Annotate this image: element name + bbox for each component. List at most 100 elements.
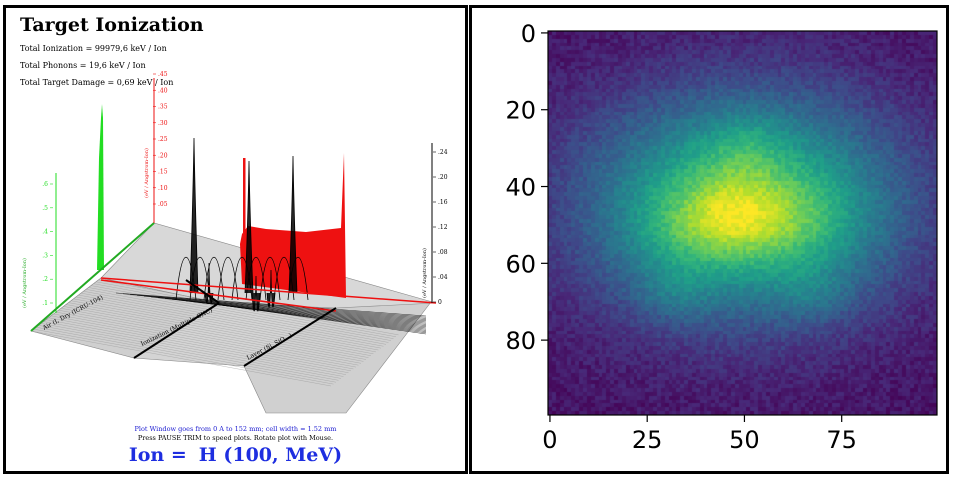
hatch-line	[58, 310, 359, 366]
ion-label: Ion = H (100, MeV)	[6, 444, 465, 466]
trajectory-line	[115, 292, 427, 317]
black-tick: .20	[438, 174, 448, 181]
y-tick-label: 40	[505, 174, 536, 202]
black-tick: 0	[438, 299, 442, 306]
hatch-line	[50, 315, 352, 372]
red-tick: .15	[158, 169, 168, 176]
ionization-3d-plot[interactable]: .6 .5 .4 .3 .2 .1 .45 .40 .35 .30 .25 .20 .15 .10 .05.…	[6, 8, 465, 418]
peak-curve	[203, 256, 225, 301]
black-tick: .16	[438, 199, 448, 206]
hatch-line	[40, 323, 342, 379]
red-tick: .10	[158, 185, 168, 192]
heatmap-panel: 0 25 50 75 0 20 40 60 80	[469, 5, 949, 474]
black-tick: .04	[438, 274, 448, 281]
hatch-line	[53, 313, 354, 370]
peak-curve	[273, 256, 295, 301]
hatch-line	[65, 304, 367, 360]
peak	[189, 137, 199, 294]
black-axis-title: (eV / Angstrom-Ion)	[421, 248, 428, 298]
hatch-line	[83, 291, 384, 347]
black-tick: .24	[438, 149, 448, 156]
ion-value: H (100, MeV)	[198, 444, 343, 466]
hatch-line	[60, 308, 362, 364]
x-tick-label: 25	[632, 426, 663, 454]
green-tick: .2	[42, 276, 48, 283]
y-axis: 0 20 40 60 80	[505, 20, 548, 355]
green-base-line	[30, 222, 155, 332]
red-tick: .40	[158, 87, 168, 94]
peak-curve	[287, 256, 309, 301]
hatch-line	[48, 317, 349, 373]
trajectory-line	[157, 297, 427, 324]
y-tick-label: 60	[505, 250, 536, 278]
hatch-line	[55, 311, 357, 368]
y-tick-label: 20	[505, 97, 536, 125]
green-tick: .6	[42, 181, 48, 188]
heatmap-chart: 0 25 50 75 0 20 40 60 80	[505, 20, 938, 454]
total-damage-text: Total Target Damage = 0,69 keV / Ion	[20, 78, 174, 87]
trajectory-line	[150, 296, 427, 323]
hatch-line	[78, 294, 379, 351]
x-tick-label: 0	[542, 426, 557, 454]
trajectory-line	[129, 294, 427, 319]
green-tick: .4	[42, 229, 48, 236]
hatch-line	[35, 327, 337, 383]
red-tick: .25	[158, 136, 168, 143]
panel-title: Target Ionization	[20, 14, 204, 36]
red-front-line	[100, 279, 337, 312]
trajectory-line	[220, 304, 427, 335]
hatch-line	[88, 287, 389, 343]
black-peaks	[115, 137, 427, 335]
hatch-line	[68, 302, 369, 358]
peak-curve	[217, 256, 239, 301]
trajectory-line	[178, 300, 427, 327]
x-tick-label: 75	[826, 426, 857, 454]
divider-2	[243, 307, 337, 367]
total-ionization-text: Total Ionization = 99979,6 keV / Ion	[20, 44, 167, 53]
red-base-line	[100, 277, 437, 304]
pause-hint-text: Press PAUSE TRIM to speed plots. Rotate …	[137, 434, 334, 442]
hatch-line	[73, 298, 374, 354]
hatch-line	[70, 300, 372, 356]
trajectory-line	[143, 296, 427, 321]
hatch-line	[30, 330, 332, 387]
red-tick: .05	[158, 201, 168, 208]
heatmap-frame	[547, 30, 938, 416]
trajectory-line	[122, 293, 427, 318]
hatch-line	[38, 325, 339, 381]
ion-prefix: Ion =	[128, 444, 187, 466]
peak-curve	[245, 256, 267, 301]
red-tick: .20	[158, 152, 168, 159]
axis-tick-labels: .6 .5 .4 .3 .2 .1 .45 .40 .35 .30 .25 .20 .15 .10 .05.…	[42, 71, 447, 307]
green-spike	[97, 104, 104, 270]
black-tick: .12	[438, 224, 448, 231]
green-tick: .1	[42, 300, 48, 307]
black-tick: .08	[438, 249, 448, 256]
y-tick-label: 80	[505, 327, 536, 355]
green-tick: .5	[42, 205, 48, 212]
hatch-line	[63, 306, 364, 362]
x-tick-label: 50	[729, 426, 760, 454]
hatch-line	[43, 321, 344, 377]
heatmap-image	[548, 31, 937, 415]
hatch-line	[95, 281, 397, 337]
divider-3	[185, 279, 220, 304]
hatch-line	[75, 296, 377, 353]
peak-curve	[231, 256, 253, 301]
peak	[288, 155, 298, 294]
plot-window-text: Plot Window goes from 0 A to 152 mm; cel…	[134, 425, 337, 433]
trajectory-line	[164, 298, 427, 325]
peak-curve	[259, 256, 281, 301]
hatch-line	[85, 289, 387, 345]
target-ionization-panel: Target Ionization Total Ionization = 999…	[3, 5, 468, 474]
green-axis-title: (eV / Angstrom-Ion)	[21, 258, 28, 308]
red-tick: .45	[158, 71, 168, 78]
trajectory-line	[171, 299, 427, 326]
red-tick: .35	[158, 104, 168, 111]
hatch-line	[93, 283, 394, 339]
red-axis-title: (eV / Angstrom-Ion)	[143, 148, 150, 198]
x-axis: 0 25 50 75	[542, 415, 857, 454]
hatch-line	[80, 292, 382, 349]
total-phonons-text: Total Phonons = 19,6 keV / Ion	[20, 61, 146, 70]
trajectory-line	[136, 295, 427, 320]
